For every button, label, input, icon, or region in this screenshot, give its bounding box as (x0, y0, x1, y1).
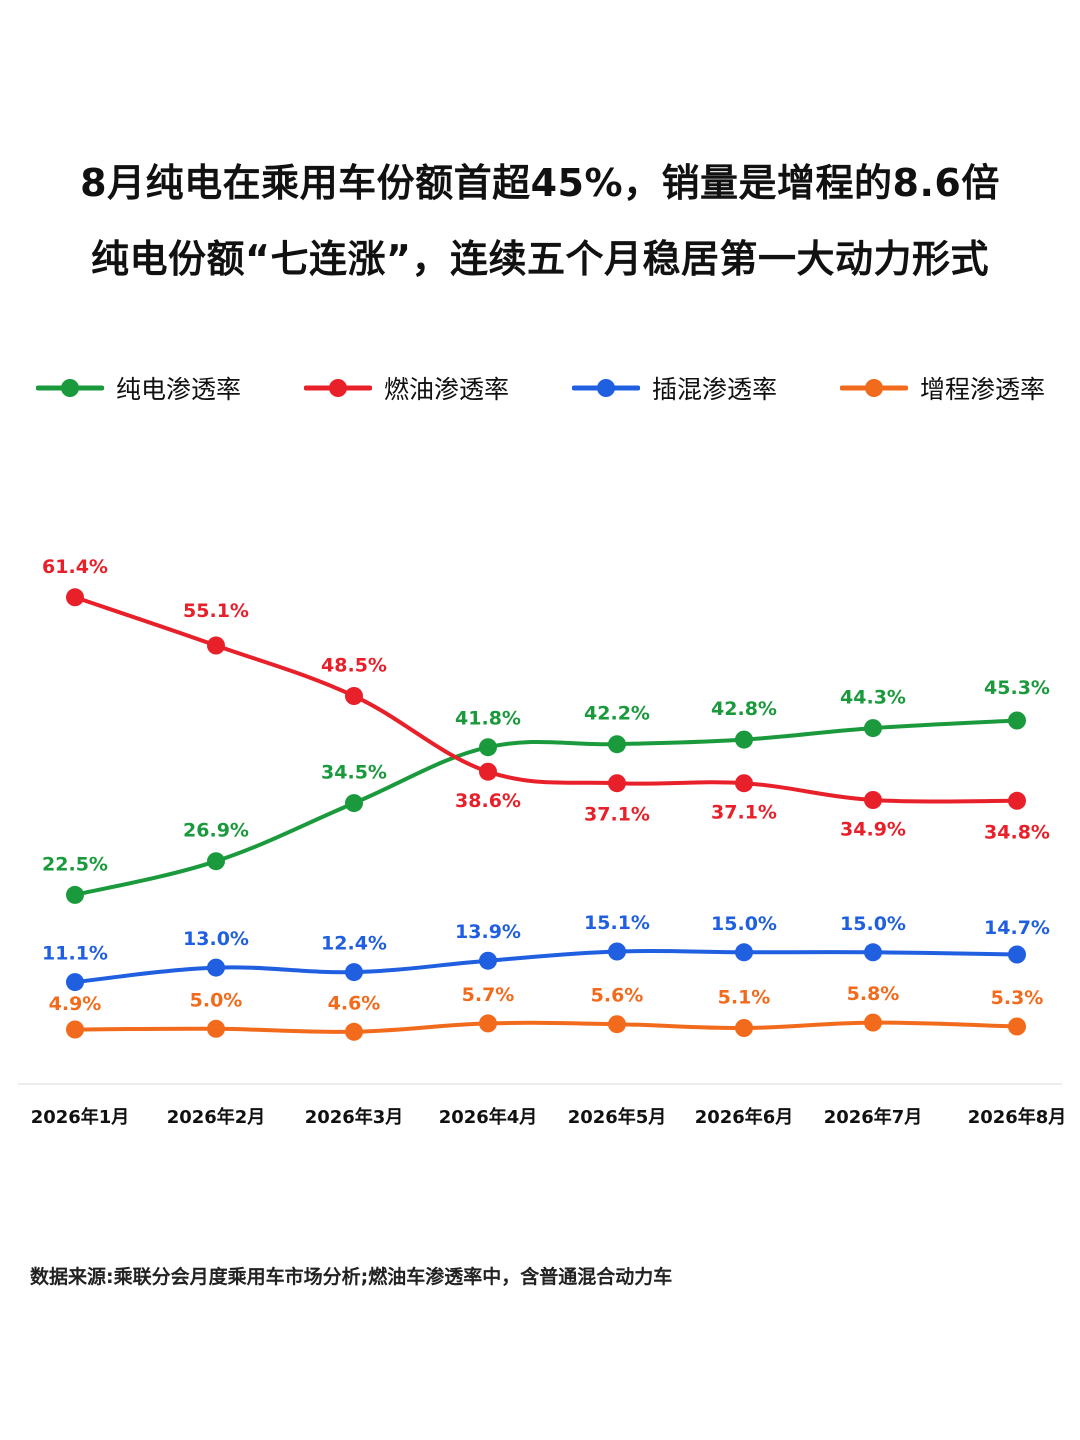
data-label-erev-7: 5.8% (847, 983, 900, 1005)
legend-marker-phev (572, 379, 640, 397)
data-point-phev-5 (608, 942, 626, 961)
data-label-phev-5: 15.1% (584, 912, 650, 934)
x-tick-label-1: 2026年1月 (31, 1106, 130, 1128)
legend-marker-bev (36, 379, 104, 397)
data-point-bev-2 (207, 852, 225, 871)
legend-label-ice: 燃油渗透率 (384, 375, 510, 404)
legend-item-ice: 燃油渗透率 (304, 368, 509, 408)
data-label-ice-7: 34.9% (840, 819, 906, 841)
data-label-ice-5: 37.1% (584, 804, 650, 826)
data-label-phev-4: 13.9% (455, 921, 521, 943)
data-point-bev-8 (1008, 711, 1026, 730)
data-source-note: 数据来源:乘联分会月度乘用车市场分析;燃油车渗透率中，含普通混合动力车 (30, 1266, 673, 1288)
line-chart: 22.5% 26.9% 34.5% 41.8% 42.2% 42.8% 44.3% 45.3%… (18, 556, 1067, 1128)
data-label-ice-6: 37.1% (711, 802, 777, 824)
data-label-bev-2: 26.9% (183, 820, 249, 842)
x-tick-label-4: 2026年4月 (439, 1106, 538, 1128)
data-label-erev-8: 5.3% (991, 987, 1044, 1009)
data-point-phev-7 (864, 943, 882, 962)
data-label-phev-8: 14.7% (984, 917, 1050, 939)
x-tick-label-8: 2026年8月 (968, 1106, 1067, 1128)
data-label-bev-7: 44.3% (840, 687, 906, 709)
data-point-phev-3 (345, 963, 363, 982)
legend-item-phev: 插混渗透率 (572, 368, 777, 408)
data-label-bev-1: 22.5% (42, 853, 108, 875)
data-label-phev-1: 11.1% (42, 943, 108, 965)
data-point-erev-7 (864, 1013, 882, 1032)
data-point-erev-8 (1008, 1017, 1026, 1036)
data-point-ice-2 (207, 636, 225, 655)
x-tick-label-3: 2026年3月 (305, 1106, 404, 1128)
data-label-bev-5: 42.2% (584, 703, 650, 725)
data-point-bev-3 (345, 794, 363, 813)
data-point-erev-2 (207, 1019, 225, 1038)
data-label-ice-1: 61.4% (42, 556, 108, 578)
data-point-ice-7 (864, 791, 882, 809)
data-point-bev-7 (864, 719, 882, 738)
x-tick-label-7: 2026年7月 (824, 1106, 923, 1128)
data-point-phev-1 (66, 973, 84, 992)
data-label-bev-6: 42.8% (711, 698, 777, 720)
data-point-erev-5 (608, 1015, 626, 1034)
data-label-ice-3: 48.5% (321, 655, 387, 677)
series-line-ice (74, 595, 1018, 804)
data-label-phev-3: 12.4% (321, 933, 387, 955)
x-tick-label-2: 2026年2月 (167, 1106, 266, 1128)
legend-marker-ice (304, 379, 372, 397)
data-label-erev-6: 5.1% (718, 987, 771, 1009)
data-point-ice-1 (66, 588, 84, 607)
legend-item-erev: 增程渗透率 (840, 368, 1045, 408)
data-label-erev-4: 5.7% (462, 984, 515, 1006)
data-label-bev-8: 45.3% (984, 677, 1050, 699)
data-point-erev-3 (345, 1022, 363, 1041)
data-point-ice-4 (479, 762, 497, 781)
data-point-phev-2 (207, 958, 225, 977)
legend-marker-erev (840, 379, 908, 397)
legend-label-bev: 纯电渗透率 (116, 375, 242, 404)
data-label-bev-3: 34.5% (321, 762, 387, 784)
x-tick-label-6: 2026年6月 (695, 1106, 794, 1128)
chart-title-line-1: 8月纯电在乘用车份额首超45%，销量是增程的8.6倍 (80, 161, 1000, 205)
legend-label-erev: 增程渗透率 (920, 375, 1046, 404)
data-point-ice-5 (608, 774, 626, 793)
data-point-ice-3 (345, 687, 363, 705)
data-point-bev-4 (479, 738, 497, 757)
data-label-phev-7: 15.0% (840, 913, 906, 935)
data-point-bev-1 (66, 885, 84, 904)
data-label-phev-2: 13.0% (183, 928, 249, 950)
data-label-erev-2: 5.0% (190, 989, 243, 1011)
legend-item-bev: 纯电渗透率 (36, 368, 241, 408)
series-line-bev (74, 718, 1018, 897)
data-point-erev-4 (479, 1014, 497, 1033)
x-tick-label-5: 2026年5月 (568, 1106, 667, 1128)
chart-legend: 纯电渗透率 燃油渗透率 插混渗透率 增程渗透率 (0, 368, 1080, 408)
data-point-phev-4 (479, 951, 497, 970)
data-point-phev-6 (735, 943, 753, 962)
data-point-erev-6 (735, 1019, 753, 1037)
data-point-phev-8 (1008, 945, 1026, 964)
data-point-ice-8 (1008, 791, 1026, 810)
chart-title-line-2: 纯电份额“七连涨”，连续五个月稳居第一大动力形式 (91, 237, 989, 281)
data-label-erev-3: 4.6% (328, 992, 381, 1014)
data-label-erev-5: 5.6% (591, 985, 644, 1007)
data-label-bev-4: 41.8% (455, 708, 521, 730)
data-point-bev-6 (735, 730, 753, 749)
legend-label-phev: 插混渗透率 (652, 375, 778, 404)
data-label-ice-4: 38.6% (455, 790, 521, 812)
data-label-erev-1: 4.9% (49, 993, 102, 1015)
data-label-ice-8: 34.8% (984, 821, 1050, 843)
data-point-ice-6 (735, 774, 753, 793)
data-label-ice-2: 55.1% (183, 600, 249, 622)
data-point-bev-5 (608, 735, 626, 754)
data-label-phev-6: 15.0% (711, 913, 777, 935)
data-point-erev-1 (66, 1020, 84, 1039)
